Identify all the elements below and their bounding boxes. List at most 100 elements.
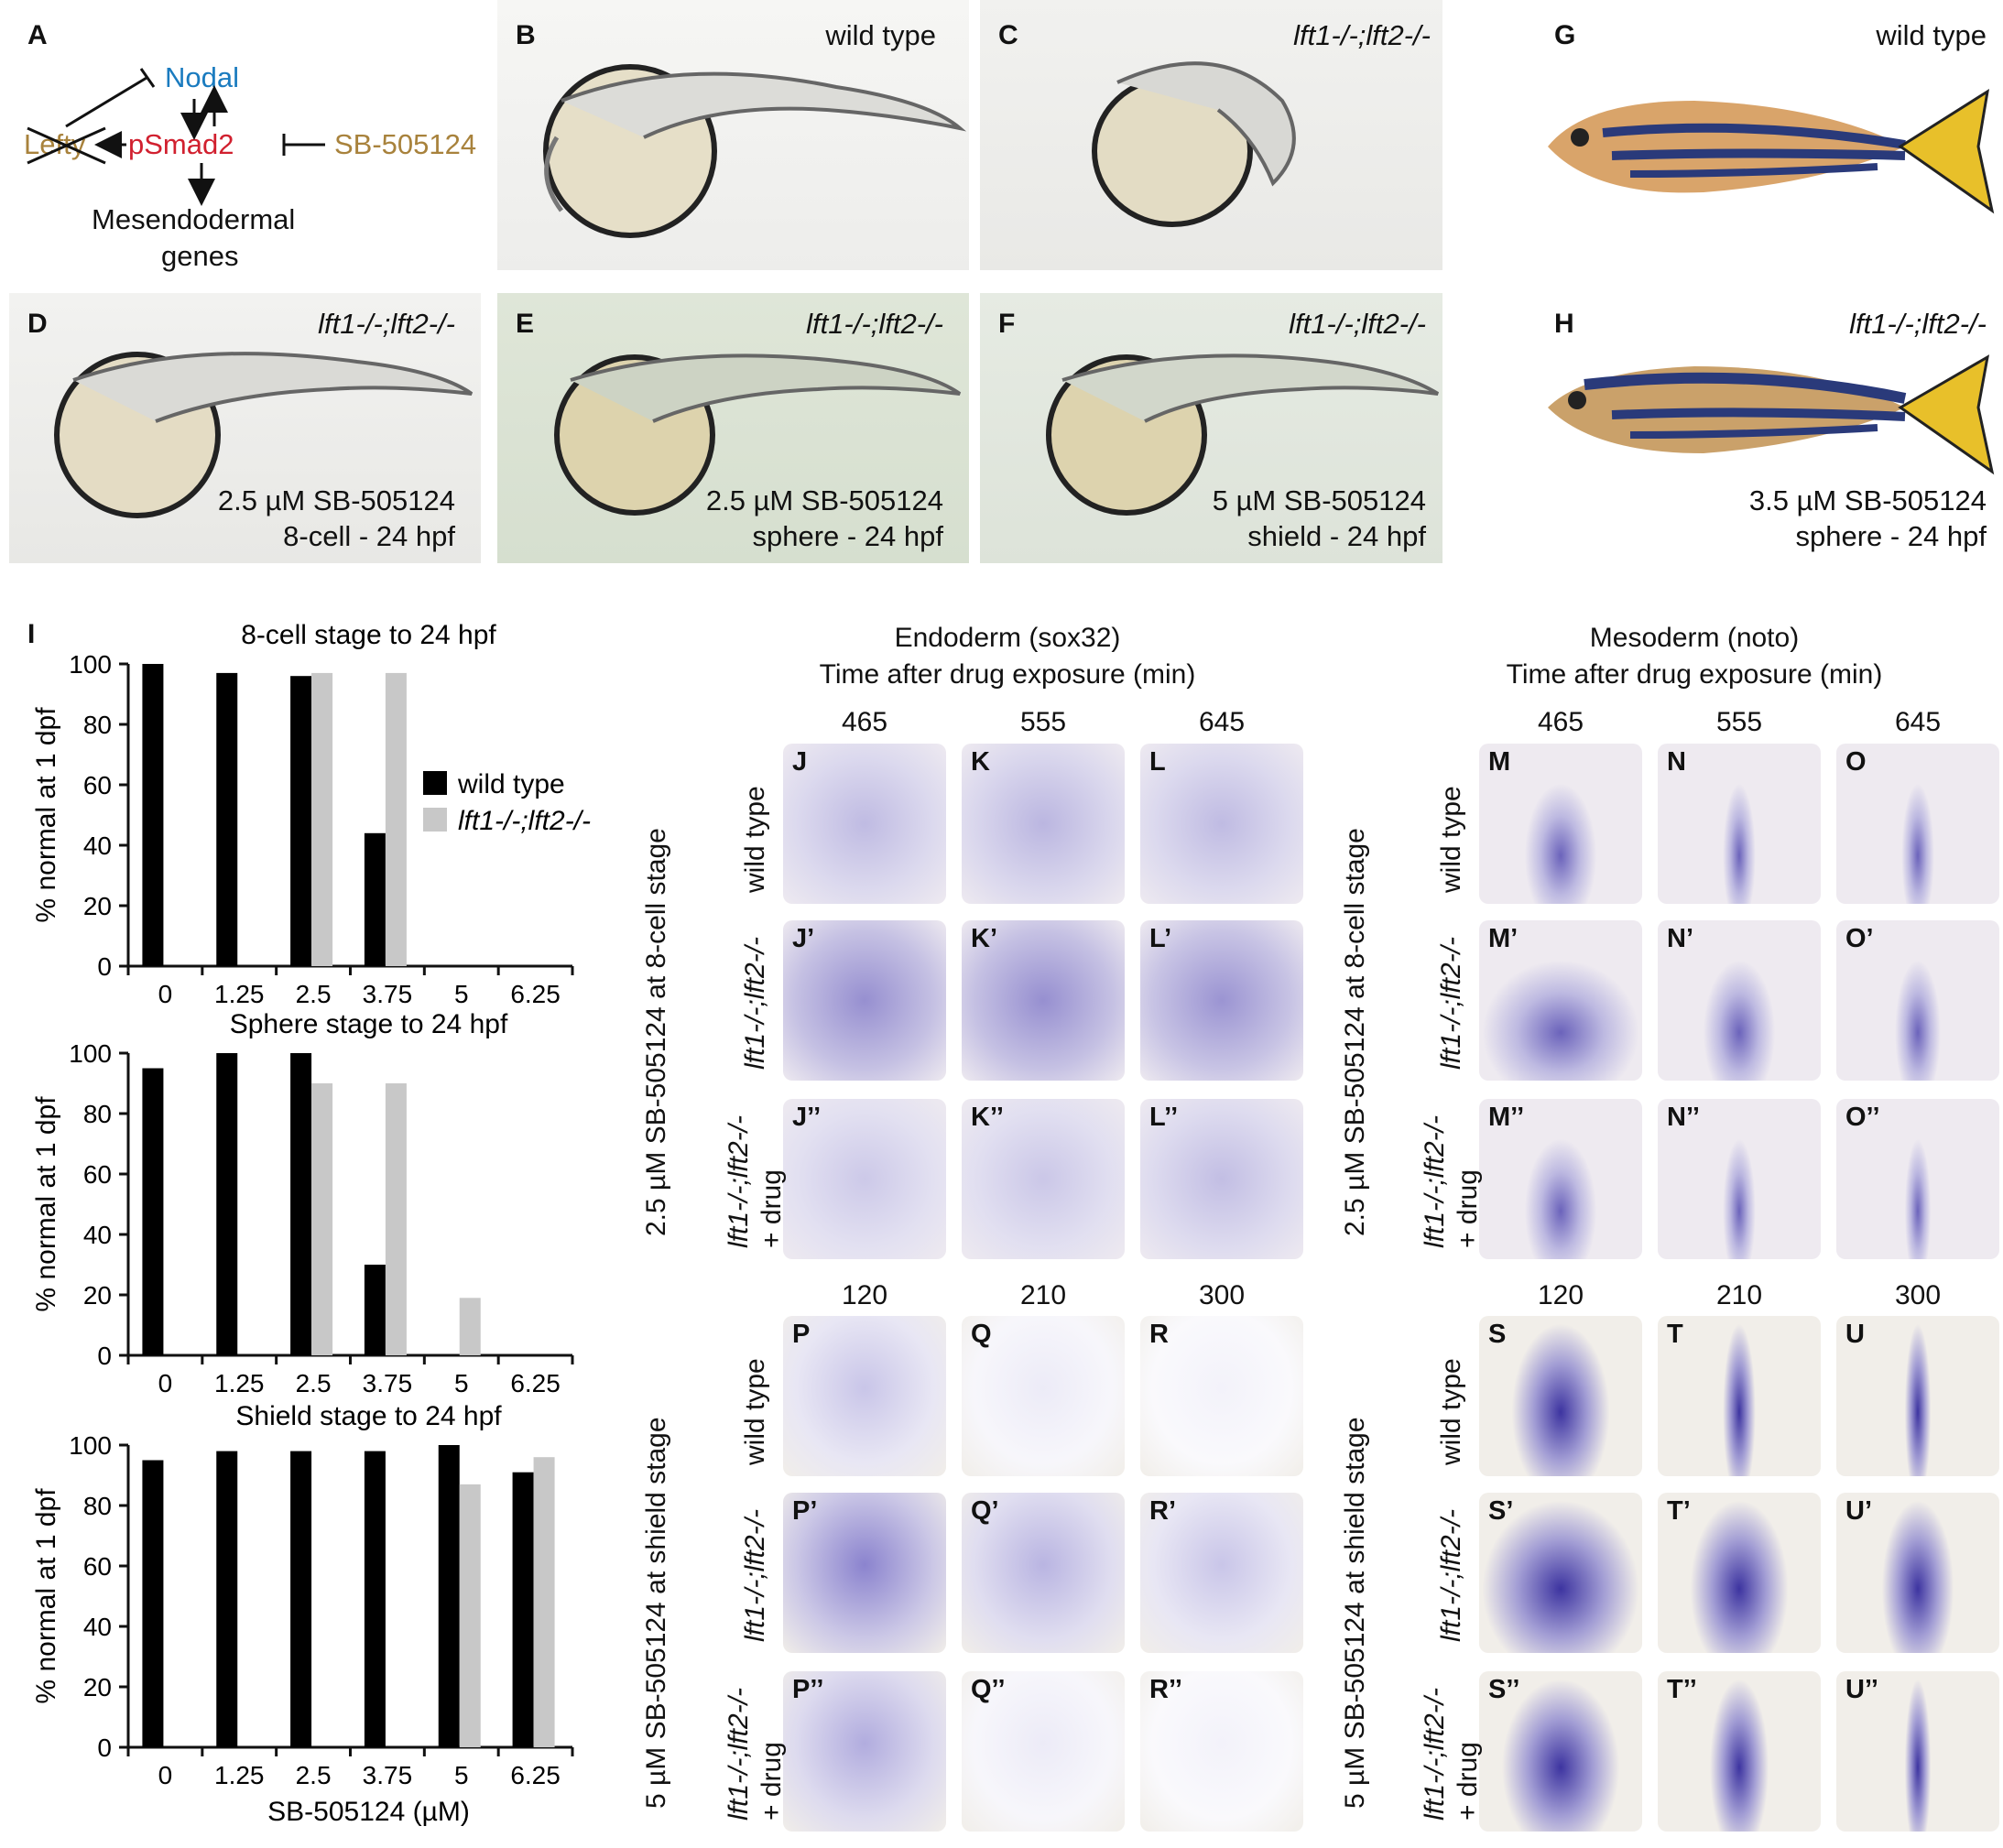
ish-panel-letter: N — [1667, 747, 1686, 777]
chart-title: Sphere stage to 24 hpf — [230, 1009, 508, 1039]
y-axis-label: % normal at 1 dpf — [31, 707, 61, 923]
caption-h-treatment: 3.5 µM SB-505124 sphere - 24 hpf — [1748, 484, 1987, 552]
caption-d-genotype: lft1-/-;lft2-/- — [318, 308, 455, 340]
endo-8cell-row-label: + drug — [757, 1169, 787, 1248]
ish-panel-letter: U’ — [1845, 1496, 1872, 1526]
pathway-diagram: Nodal pSmad2 Lefty SB-505124 Mesendoderm… — [24, 61, 476, 272]
y-tick-label: 80 — [83, 1492, 112, 1520]
y-tick-label: 20 — [83, 1281, 112, 1310]
photo-f-embryo — [980, 293, 1442, 563]
ish-mesoderm-8cell-panel-2-2: O’’ — [1836, 1099, 1999, 1259]
ish-panel-letter: Q’ — [971, 1496, 999, 1526]
ish-endoderm-shield-panel-0-0: P — [783, 1316, 946, 1476]
ish-mesoderm-shield-panel-2-1: T’’ — [1658, 1671, 1821, 1832]
y-tick-label: 40 — [83, 832, 112, 860]
ish-mesoderm-8cell-panel-0-2: O — [1836, 744, 1999, 904]
time-shield-meso: 300 — [1894, 1280, 1942, 1310]
inhibitor-label: SB-505124 — [334, 128, 476, 160]
time-title-endoderm: Time after drug exposure (min) — [819, 659, 1196, 690]
ish-panel-letter: P’’ — [792, 1675, 824, 1704]
panel-letter-a: A — [27, 20, 48, 50]
ish-panel-letter: N’’ — [1667, 1103, 1700, 1132]
time-8cell-endo: 645 — [1198, 707, 1246, 737]
photo-h-mutant-fish — [1548, 354, 1995, 475]
psmad2-label: pSmad2 — [128, 128, 234, 160]
bar-wild-type — [364, 832, 386, 966]
lefty-label: Lefty — [24, 128, 86, 160]
bar-wild-type — [216, 672, 238, 966]
bar-lft-mutant — [459, 1298, 481, 1355]
bar-wild-type — [512, 1472, 534, 1747]
ish-mesoderm-shield-panel-0-1: T — [1658, 1316, 1821, 1476]
panel-letter-d: D — [27, 309, 48, 339]
ish-panel-letter: S — [1488, 1320, 1507, 1349]
panel-letter-e: E — [516, 309, 535, 339]
x-tick-label: 3.75 — [363, 1761, 413, 1789]
ish-panel-letter: J — [792, 747, 808, 777]
ish-endoderm-shield-panel-0-2: R — [1140, 1316, 1303, 1476]
panel-letter-i: I — [27, 619, 36, 649]
chart-title: 8-cell stage to 24 hpf — [241, 620, 496, 650]
x-tick-label: 0 — [158, 1369, 173, 1397]
bar-lft-mutant — [311, 1083, 333, 1355]
ish-mesoderm-shield-panel-2-0: S’’ — [1479, 1671, 1642, 1832]
y-tick-label: 0 — [97, 1734, 112, 1762]
bar-wild-type — [142, 664, 164, 966]
ish-mesoderm-shield-panel-2-2: U’’ — [1836, 1671, 1999, 1832]
ish-mesoderm-8cell-panel-1-1: N’ — [1658, 920, 1821, 1081]
meso-8cell-row-label: wild type — [1436, 786, 1466, 893]
meso-shield-group-label: 5 µM SB-505124 at shield stage — [1340, 1417, 1370, 1809]
x-tick-label: 5 — [454, 980, 469, 1008]
x-tick-label: 2.5 — [296, 980, 332, 1008]
time-8cell-meso: 645 — [1894, 707, 1942, 737]
ish-panel-letter: K’ — [971, 924, 997, 953]
ish-panel-letter: J’ — [792, 924, 815, 953]
ish-endoderm-8cell-panel-1-0: J’ — [783, 920, 946, 1081]
bar-lft-mutant — [385, 1083, 407, 1355]
ish-panel-letter: Q — [971, 1320, 992, 1349]
ish-panel-letter: P’ — [792, 1496, 818, 1526]
ish-endoderm-shield-panel-1-1: Q’ — [962, 1493, 1125, 1653]
meso-8cell-row-label: lft1-/-;lft2-/- — [1436, 936, 1466, 1070]
endo-8cell-row-label: lft1-/-;lft2-/- — [740, 936, 770, 1070]
ish-panel-letter: N’ — [1667, 924, 1693, 953]
y-tick-label: 100 — [69, 1039, 112, 1068]
ish-endoderm-8cell-panel-2-1: K’’ — [962, 1099, 1125, 1259]
ish-mesoderm-8cell-panel-0-1: N — [1658, 744, 1821, 904]
meso-shield-row-label: lft1-/-;lft2-/- — [1436, 1508, 1466, 1642]
bar-wild-type — [290, 676, 312, 966]
bar-charts-panel-i: 8-cell stage to 24 hpf 0 20 40 60 80 100 % norm… — [31, 620, 591, 1827]
x-tick-label: 1.25 — [214, 980, 265, 1008]
photo-e-embryo — [497, 293, 969, 563]
meso-8cell-row-label: + drug — [1453, 1169, 1483, 1248]
y-tick-label: 80 — [83, 711, 112, 739]
x-tick-label: 5 — [454, 1761, 469, 1789]
time-shield-meso: 210 — [1715, 1280, 1763, 1310]
time-8cell-endo: 555 — [1019, 707, 1067, 737]
meso-shield-row-label: wild type — [1436, 1358, 1466, 1465]
bar-lft-mutant — [385, 672, 407, 966]
endo-shield-row-label: lft1-/-;lft2-/- — [724, 1687, 754, 1821]
ish-panel-letter: T’’ — [1667, 1675, 1697, 1704]
caption-b-genotype: wild type — [825, 19, 936, 51]
bar-wild-type — [216, 1451, 238, 1747]
endo-shield-row-label: + drug — [757, 1742, 787, 1821]
embryo-image — [1046, 353, 1440, 516]
time-title-mesoderm: Time after drug exposure (min) — [1506, 659, 1883, 690]
ish-panel-letter: S’ — [1488, 1496, 1514, 1526]
bar-lft-mutant — [459, 1484, 481, 1747]
bar-wild-type — [142, 1068, 164, 1355]
ish-mesoderm-8cell-panel-2-1: N’’ — [1658, 1099, 1821, 1259]
endo-8cell-row-label: wild type — [740, 786, 770, 893]
ish-panel-letter: O — [1845, 747, 1867, 777]
ish-panel-letter: L — [1149, 747, 1166, 777]
x-tick-label: 0 — [158, 1761, 173, 1789]
x-tick-label: 6.25 — [510, 1761, 561, 1789]
legend-label-lft-mutant: lft1-/-;lft2-/- — [458, 806, 591, 836]
ish-endoderm-shield-panel-0-1: Q — [962, 1316, 1125, 1476]
y-tick-label: 60 — [83, 1552, 112, 1581]
endoderm-title: Endoderm (sox32) — [894, 623, 1121, 653]
y-tick-label: 40 — [83, 1613, 112, 1641]
ish-panel-letter: R’ — [1149, 1496, 1176, 1526]
embryo-image — [554, 353, 962, 516]
